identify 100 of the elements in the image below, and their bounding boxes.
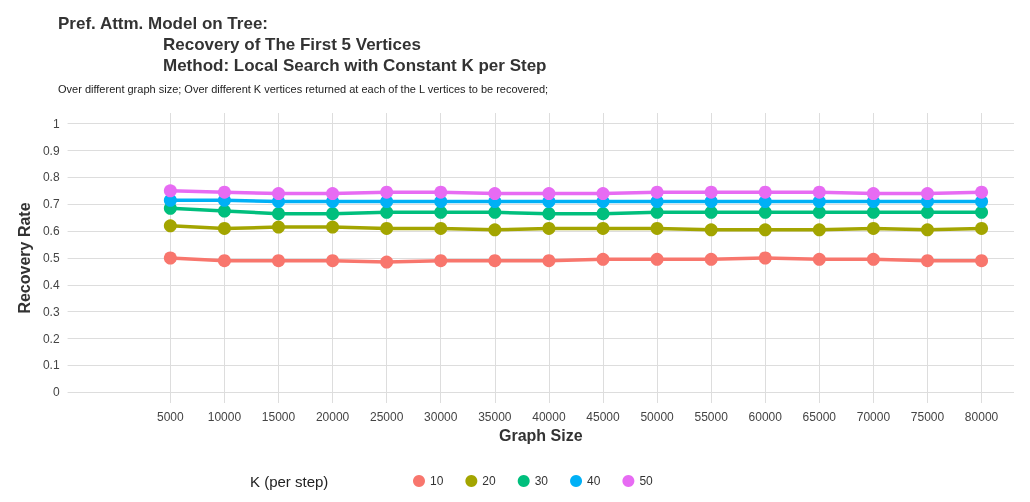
y-axis-title: Recovery Rate bbox=[15, 202, 33, 314]
point bbox=[272, 207, 285, 221]
x-tick-label: 80000 bbox=[964, 410, 999, 424]
x-tick-label: 15000 bbox=[261, 410, 296, 424]
legend-label: 30 bbox=[534, 474, 549, 488]
y-tick-label: 0.5 bbox=[42, 251, 60, 265]
x-tick-label: 20000 bbox=[315, 410, 350, 424]
x-tick-label: 40000 bbox=[532, 410, 566, 424]
point bbox=[272, 254, 285, 268]
point bbox=[380, 255, 394, 269]
point bbox=[380, 185, 394, 199]
x-tick-label: 60000 bbox=[748, 410, 783, 424]
point bbox=[488, 223, 502, 237]
point bbox=[812, 252, 826, 266]
point bbox=[596, 252, 610, 266]
point bbox=[217, 185, 231, 199]
point bbox=[434, 185, 448, 199]
point bbox=[542, 207, 556, 221]
point bbox=[542, 187, 556, 201]
legend-label: 40 bbox=[587, 474, 601, 488]
chart-subtitle: Over different graph size; Over different K vertices returned at each of the L vertices to be recovered; bbox=[58, 82, 549, 95]
point bbox=[812, 205, 826, 219]
point bbox=[596, 221, 610, 235]
point bbox=[326, 187, 340, 201]
x-tick-label: 10000 bbox=[207, 410, 242, 424]
point bbox=[542, 254, 556, 268]
point bbox=[758, 251, 772, 265]
point bbox=[650, 205, 664, 219]
y-tick-label: 0.2 bbox=[42, 331, 60, 346]
x-tick-label: 25000 bbox=[369, 410, 404, 424]
point bbox=[920, 254, 934, 268]
y-tick-label: 1 bbox=[52, 116, 60, 131]
point bbox=[596, 207, 610, 221]
point bbox=[866, 205, 880, 219]
point bbox=[975, 185, 989, 199]
point bbox=[163, 219, 177, 233]
x-tick-label: 75000 bbox=[910, 410, 945, 424]
point bbox=[866, 221, 880, 235]
y-tick-label: 0.3 bbox=[42, 304, 60, 319]
point bbox=[380, 205, 394, 219]
point bbox=[163, 251, 177, 265]
point bbox=[650, 221, 664, 235]
point bbox=[596, 187, 610, 201]
legend-title: K (per step) bbox=[250, 473, 329, 490]
point bbox=[272, 187, 285, 201]
y-tick-label: 0 bbox=[52, 385, 60, 400]
legend-label: 10 bbox=[430, 474, 444, 488]
x-tick-label: 55000 bbox=[694, 410, 729, 424]
point bbox=[542, 221, 556, 235]
point bbox=[920, 205, 934, 219]
y-tick-label: 0.8 bbox=[42, 170, 60, 185]
y-tick-label: 0.6 bbox=[42, 224, 60, 239]
point bbox=[704, 252, 718, 266]
point bbox=[163, 184, 177, 198]
point bbox=[812, 185, 826, 199]
y-tick-label: 0.7 bbox=[42, 197, 60, 212]
point bbox=[217, 204, 231, 218]
point bbox=[920, 187, 934, 201]
point bbox=[217, 221, 231, 235]
point bbox=[650, 185, 664, 199]
point bbox=[650, 252, 664, 266]
point bbox=[326, 207, 340, 221]
point bbox=[326, 254, 340, 268]
point bbox=[758, 223, 772, 237]
x-tick-label: 65000 bbox=[802, 410, 837, 424]
point bbox=[434, 205, 448, 219]
x-axis-title: Graph Size bbox=[499, 427, 583, 445]
y-tick-label: 0.9 bbox=[42, 143, 60, 158]
point bbox=[434, 221, 448, 235]
point bbox=[434, 254, 448, 268]
point bbox=[704, 185, 718, 199]
point bbox=[920, 223, 934, 237]
x-tick-label: 30000 bbox=[424, 410, 458, 424]
point bbox=[217, 254, 231, 268]
point bbox=[866, 252, 880, 266]
point bbox=[488, 254, 502, 268]
y-tick-label: 0.4 bbox=[42, 277, 60, 292]
legend-label: 20 bbox=[482, 474, 497, 488]
point bbox=[866, 187, 880, 201]
legend-label: 50 bbox=[639, 474, 654, 488]
x-tick-label: 5000 bbox=[156, 410, 185, 424]
point bbox=[975, 254, 989, 268]
point bbox=[488, 187, 502, 201]
x-tick-label: 50000 bbox=[640, 410, 675, 424]
point bbox=[488, 205, 502, 219]
point bbox=[812, 223, 826, 237]
x-tick-label: 70000 bbox=[856, 410, 891, 424]
point bbox=[758, 205, 772, 219]
x-tick-label: 35000 bbox=[478, 410, 512, 424]
point bbox=[272, 220, 285, 234]
point bbox=[975, 205, 989, 219]
x-tick-label: 45000 bbox=[586, 410, 620, 424]
point bbox=[380, 221, 394, 235]
point bbox=[704, 205, 718, 219]
y-tick-label: 0.1 bbox=[42, 358, 60, 373]
point bbox=[704, 223, 718, 237]
chart-title: Pref. Attm. Model on Tree: Recovery of The First 5 Vertices Method: Local Search with Constant K per Step bbox=[58, 14, 547, 75]
point bbox=[758, 185, 772, 199]
point bbox=[326, 220, 340, 234]
point bbox=[975, 221, 989, 235]
